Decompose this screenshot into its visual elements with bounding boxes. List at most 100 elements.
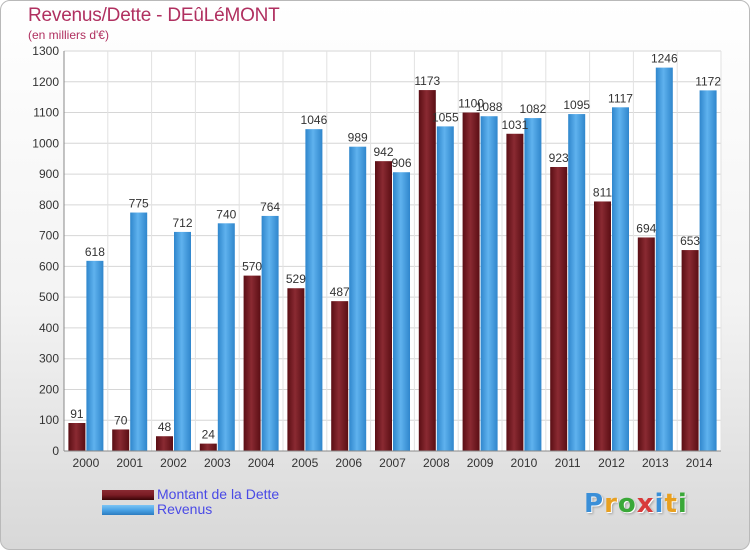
bar-debt [156, 436, 173, 451]
data-label-revenue: 618 [85, 245, 105, 259]
bar-revenue [130, 212, 148, 451]
bar-revenue [174, 231, 191, 451]
x-tick-label: 2002 [160, 456, 187, 470]
legend-swatch-debt [102, 490, 154, 500]
data-label-debt: 570 [242, 260, 262, 274]
data-label-debt: 694 [636, 221, 656, 235]
bar-revenue [655, 67, 673, 451]
bar-revenue [305, 129, 323, 451]
logo-letter: P [584, 489, 605, 519]
x-tick-label: 2005 [292, 456, 319, 470]
y-tick-label: 500 [39, 290, 59, 304]
legend-label-revenue: Revenus [157, 501, 213, 517]
chart-title: Revenus/Dette - DEûLéMONT [28, 5, 280, 26]
logo-letter: i [654, 489, 665, 519]
x-tick-label: 2004 [248, 456, 275, 470]
logo-letter: t [664, 489, 678, 519]
bar-debt [462, 112, 480, 452]
data-label-revenue: 1088 [476, 100, 503, 114]
data-label-revenue: 1117 [608, 91, 633, 105]
data-label-debt: 70 [114, 413, 128, 427]
bar-debt [681, 250, 699, 451]
bar-revenue [436, 126, 454, 451]
bar-revenue [261, 215, 279, 451]
x-tick-label: 2001 [116, 456, 143, 470]
data-label-revenue: 1172 [695, 74, 721, 88]
bar-debt [375, 161, 392, 451]
bar-revenue [86, 260, 104, 451]
data-label-debt: 1031 [502, 118, 529, 132]
bar-revenue [612, 107, 629, 452]
y-tick-label: 600 [39, 259, 59, 273]
bar-debt [112, 429, 130, 451]
proxiti-logo: Proxiti [584, 489, 688, 519]
data-label-debt: 942 [373, 145, 393, 159]
data-label-revenue: 1095 [563, 98, 590, 112]
x-tick-label: 2007 [379, 456, 406, 470]
bar-revenue [393, 172, 410, 451]
data-label-revenue: 775 [129, 197, 149, 211]
data-label-debt: 653 [680, 234, 700, 248]
data-label-revenue: 1055 [432, 110, 459, 124]
x-tick-label: 2013 [642, 456, 669, 470]
y-tick-label: 1100 [33, 106, 59, 120]
bar-revenue [568, 114, 586, 452]
y-tick-label: 1000 [32, 136, 59, 150]
legend-label-debt: Montant de la Dette [157, 486, 280, 502]
data-label-revenue: 906 [391, 156, 411, 170]
y-tick-label: 900 [39, 167, 59, 181]
bar-debt [550, 167, 568, 451]
x-tick-label: 2000 [73, 456, 100, 470]
data-label-debt: 529 [286, 272, 306, 286]
data-label-debt: 48 [158, 420, 172, 434]
y-tick-label: 100 [39, 413, 59, 427]
chart-subtitle: (en milliers d'€) [28, 28, 109, 42]
y-tick-label: 200 [39, 382, 59, 396]
data-label-debt: 487 [330, 285, 350, 299]
x-tick-label: 2014 [686, 456, 713, 470]
bar-revenue [699, 90, 717, 451]
y-tick-label: 0 [52, 444, 59, 458]
y-tick-label: 400 [39, 321, 59, 335]
bar-debt [243, 275, 261, 451]
data-label-debt: 923 [549, 151, 569, 165]
bar-debt [199, 443, 217, 451]
logo-letter: r [604, 489, 618, 519]
bar-debt [287, 288, 305, 451]
data-label-debt: 1100 [458, 97, 484, 111]
legend-swatch-revenue [102, 505, 154, 515]
bar-debt [637, 237, 655, 451]
data-label-revenue: 1046 [301, 113, 328, 127]
x-tick-label: 2010 [511, 456, 538, 470]
bar-debt [594, 201, 611, 451]
logo-letter: x [636, 489, 655, 519]
x-tick-label: 2003 [204, 456, 231, 470]
y-tick-label: 1300 [32, 44, 59, 58]
x-tick-label: 2006 [335, 456, 362, 470]
y-tick-label: 700 [39, 229, 59, 243]
bar-revenue [349, 146, 367, 451]
x-tick-label: 2009 [467, 456, 494, 470]
bar-debt [418, 90, 436, 452]
data-label-revenue: 740 [216, 207, 236, 221]
x-tick-label: 2012 [598, 456, 625, 470]
bar-debt [506, 133, 524, 451]
data-label-debt: 1173 [414, 74, 440, 88]
plot-area [64, 51, 721, 451]
bar-revenue [524, 118, 542, 452]
data-label-revenue: 1246 [651, 52, 678, 66]
data-label-revenue: 764 [260, 200, 280, 214]
data-label-debt: 91 [70, 407, 84, 421]
x-tick-label: 2008 [423, 456, 450, 470]
data-label-revenue: 989 [348, 131, 368, 145]
data-label-revenue: 712 [172, 216, 192, 230]
y-tick-label: 800 [39, 198, 59, 212]
logo-letter: o [617, 489, 637, 519]
data-label-debt: 811 [593, 185, 612, 199]
y-tick-label: 1200 [32, 75, 59, 89]
bar-revenue [217, 223, 235, 451]
bar-revenue [480, 116, 498, 451]
y-tick-label: 300 [39, 352, 59, 366]
